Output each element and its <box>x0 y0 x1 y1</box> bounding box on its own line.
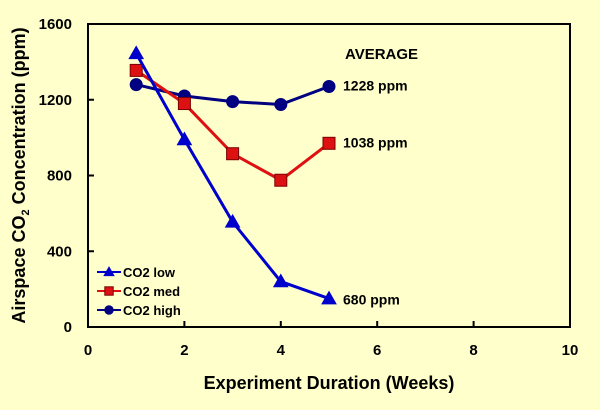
x-axis-label: Experiment Duration (Weeks) <box>204 373 455 393</box>
annotation-average-label: 1038 ppm <box>343 134 408 150</box>
x-tick-label: 10 <box>562 342 579 359</box>
y-axis-label: Airspace CO2 Concentration (ppm) <box>9 27 32 323</box>
data-point-co2-low <box>176 131 193 146</box>
data-point-co2-med <box>226 147 240 161</box>
data-point-co2-med <box>274 173 288 187</box>
data-point-co2-high <box>322 79 336 93</box>
annotation-average-label: 680 ppm <box>343 292 400 308</box>
x-tick-label: 6 <box>373 342 381 359</box>
x-tick-label: 0 <box>84 342 92 359</box>
y-tick-label: 1200 <box>39 92 72 109</box>
plot-frame <box>87 23 571 328</box>
legend-label: CO2 high <box>123 303 181 318</box>
legend-label: CO2 med <box>123 284 180 299</box>
data-point-co2-med <box>129 63 143 77</box>
data-point-co2-med <box>177 97 191 111</box>
annotation-average-label: 1228 ppm <box>343 77 408 93</box>
legend-label: CO2 low <box>123 265 176 280</box>
x-tick-label: 4 <box>277 342 286 359</box>
y-tick-label: 0 <box>64 319 72 336</box>
y-tick-label: 1600 <box>39 16 72 33</box>
x-tick-label: 2 <box>180 342 188 359</box>
annotation-header: AVERAGE <box>345 46 418 63</box>
data-point-co2-low <box>128 45 145 60</box>
data-point-co2-low <box>224 213 241 228</box>
y-tick-label: 800 <box>47 168 72 185</box>
data-point-co2-low <box>272 273 289 288</box>
data-point-co2-high <box>274 97 288 111</box>
legend-marker-co2-high <box>104 305 114 315</box>
data-point-co2-med <box>322 136 336 150</box>
data-point-co2-low <box>321 290 337 305</box>
x-tick-label: 8 <box>469 342 477 359</box>
legend-marker-co2-low <box>103 266 115 277</box>
data-point-co2-high <box>129 78 143 92</box>
data-point-co2-high <box>226 95 240 109</box>
legend-marker-co2-med <box>104 286 114 296</box>
y-tick-label: 400 <box>47 243 72 260</box>
